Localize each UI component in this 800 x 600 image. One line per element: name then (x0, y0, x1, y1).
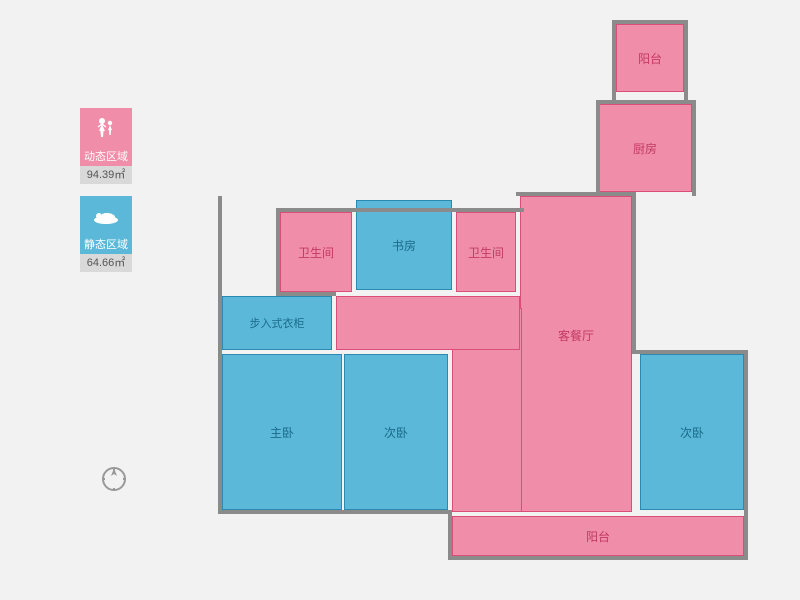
room-balcony-bot: 阳台 (452, 516, 744, 556)
wall-9 (596, 100, 600, 196)
legend-static-icon (80, 196, 132, 236)
legend-dynamic-label: 动态区域 (80, 148, 132, 166)
floorplan-stage: 动态区域94.39㎡静态区域64.66㎡阳台厨房卫生间书房卫生间客餐厅步入式衣柜… (0, 0, 800, 600)
room-wardrobe: 步入式衣柜 (222, 296, 332, 350)
room-second-bed-2: 次卧 (640, 354, 744, 510)
room-bath-left: 卫生间 (280, 212, 352, 292)
room-second-bed-1-label: 次卧 (384, 424, 408, 441)
wall-1 (218, 510, 452, 514)
room-living-label: 客餐厅 (558, 327, 594, 344)
wall-0 (218, 196, 222, 514)
legend-static-value: 64.66㎡ (80, 254, 132, 272)
room-master-bed-label: 主卧 (270, 424, 294, 441)
room-second-bed-1: 次卧 (344, 354, 448, 510)
room-balcony-top: 阳台 (616, 24, 684, 92)
wall-12 (684, 20, 688, 104)
legend-dynamic-icon (80, 108, 132, 148)
room-kitchen-label: 厨房 (633, 140, 657, 157)
wall-6 (632, 192, 636, 354)
wall-8 (692, 100, 696, 196)
room-corridor (336, 296, 520, 350)
legend-static: 静态区域64.66㎡ (80, 196, 132, 272)
legend-dynamic-value: 94.39㎡ (80, 166, 132, 184)
room-study-label: 书房 (392, 237, 416, 254)
room-second-bed-2-label: 次卧 (680, 424, 704, 441)
wall-15 (276, 208, 280, 296)
room-balcony-bot-label: 阳台 (586, 528, 610, 545)
wall-2 (448, 510, 452, 560)
room-kitchen: 厨房 (598, 104, 692, 192)
wall-5 (632, 350, 748, 354)
room-study: 书房 (356, 200, 452, 290)
legend-static-label: 静态区域 (80, 236, 132, 254)
wall-11 (612, 20, 616, 104)
wall-4 (744, 350, 748, 560)
wall-18 (516, 192, 600, 196)
wall-17 (218, 292, 222, 296)
wall-13 (612, 20, 688, 24)
legend-dynamic: 动态区域94.39㎡ (80, 108, 132, 184)
room-balcony-top-label: 阳台 (638, 50, 662, 67)
room-wardrobe-label: 步入式衣柜 (250, 315, 305, 331)
wall-3 (448, 556, 748, 560)
compass-icon (100, 465, 128, 493)
room-living: 客餐厅 (520, 196, 632, 512)
wall-10 (596, 100, 696, 104)
room-bath-right: 卫生间 (456, 212, 516, 292)
room-master-bed: 主卧 (222, 354, 342, 510)
wall-16 (276, 292, 336, 296)
room-bath-right-label: 卫生间 (468, 244, 504, 261)
wall-7 (596, 192, 636, 196)
wall-14 (276, 208, 524, 212)
room-bath-left-label: 卫生间 (298, 244, 334, 261)
